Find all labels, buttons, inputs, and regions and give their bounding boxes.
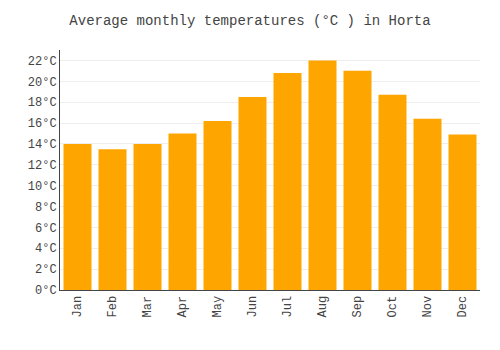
svg-text:14°C: 14°C [28, 138, 57, 152]
svg-text:16°C: 16°C [28, 117, 57, 131]
svg-text:Aug: Aug [316, 296, 330, 318]
svg-text:Oct: Oct [386, 296, 400, 318]
svg-text:Feb: Feb [106, 296, 120, 318]
svg-text:Jan: Jan [71, 296, 85, 318]
svg-text:8°C: 8°C [35, 201, 57, 215]
svg-text:4°C: 4°C [35, 242, 57, 256]
svg-text:2°C: 2°C [35, 263, 57, 277]
svg-text:Nov: Nov [421, 296, 435, 318]
svg-text:12°C: 12°C [28, 159, 57, 173]
svg-text:10°C: 10°C [28, 180, 57, 194]
svg-text:20°C: 20°C [28, 76, 57, 90]
svg-text:18°C: 18°C [28, 96, 57, 110]
svg-text:22°C: 22°C [28, 55, 57, 69]
svg-text:Average monthly temperatures (: Average monthly temperatures (°C ) in Ho… [69, 13, 430, 29]
svg-text:Dec: Dec [456, 296, 470, 318]
svg-text:Jul: Jul [281, 296, 295, 318]
svg-text:Sep: Sep [351, 296, 365, 318]
svg-text:Jun: Jun [246, 296, 260, 318]
svg-text:6°C: 6°C [35, 222, 57, 236]
svg-text:0°C: 0°C [35, 284, 57, 298]
svg-text:Mar: Mar [141, 296, 155, 318]
svg-text:Apr: Apr [176, 296, 190, 318]
svg-text:May: May [211, 296, 225, 318]
